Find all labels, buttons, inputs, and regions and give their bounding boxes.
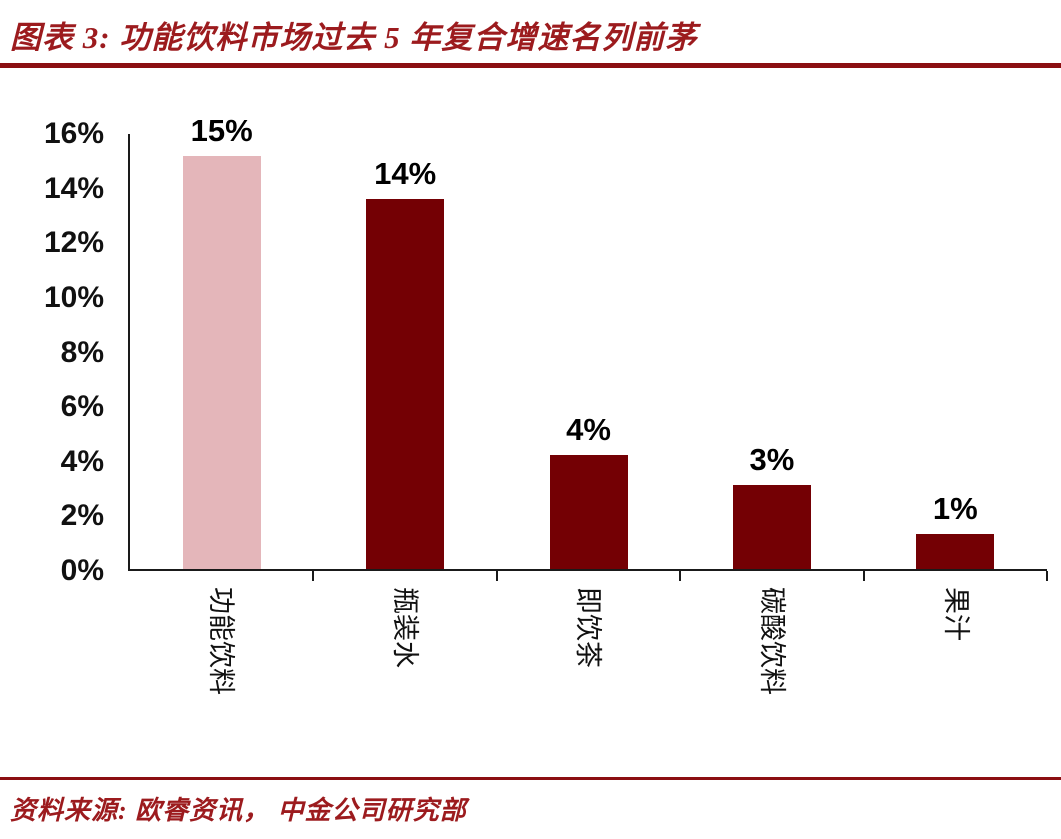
y-axis-label: 12%	[43, 226, 104, 260]
y-axis-label: 10%	[43, 280, 104, 314]
bars-row: 15% 14% 4% 3% 1%	[130, 113, 1047, 569]
category-slot: 功能饮料	[128, 571, 312, 743]
bar	[182, 155, 261, 569]
bar-slot: 3%	[680, 134, 863, 569]
bar-slot: 14%	[313, 134, 496, 569]
title-rule	[0, 63, 1061, 68]
x-axis-tick	[679, 571, 682, 581]
x-axis-tick	[495, 571, 498, 581]
y-axis-label: 14%	[43, 171, 104, 205]
figure-footer: 资料来源: 欧睿资讯， 中金公司研究部	[0, 777, 1061, 827]
plot-area: 15% 14% 4% 3% 1%	[128, 113, 1048, 581]
bar-value-label: 4%	[566, 411, 611, 447]
category-slot: 果汁	[863, 571, 1047, 743]
figure-header: 图表 3: 功能饮料市场过去 5 年复合增速名列前茅	[0, 0, 1061, 63]
category-slot: 碳酸饮料	[679, 571, 863, 743]
category-slot: 即饮茶	[496, 571, 680, 743]
category-label: 即饮茶	[573, 587, 604, 668]
bar-slot: 15%	[130, 113, 313, 569]
y-axis-label: 0%	[60, 554, 104, 587]
bar-value-label: 15%	[190, 112, 253, 148]
category-label: 碳酸饮料	[757, 587, 788, 695]
chart: 0% 2% 4% 6% 8% 10% 12% 14% 16% 15% 14% 4% 3% 1% 功能饮料…	[0, 113, 1048, 743]
x-axis-labels: 功能饮料 瓶装水 即饮茶 碳酸饮料 果汁	[128, 571, 1047, 743]
bar	[366, 199, 445, 569]
category-slot: 瓶装水	[312, 571, 496, 743]
figure-title: 图表 3: 功能饮料市场过去 5 年复合增速名列前茅	[10, 20, 698, 55]
footer-rule	[0, 777, 1061, 780]
category-label: 功能饮料	[205, 587, 236, 695]
y-axis-label: 6%	[60, 390, 104, 424]
y-axis-label: 8%	[60, 335, 104, 369]
category-label: 瓶装水	[389, 587, 420, 668]
source-text: 资料来源: 欧睿资讯， 中金公司研究部	[10, 796, 467, 825]
y-axis-label: 16%	[43, 117, 104, 150]
category-label: 果汁	[941, 587, 972, 641]
bar-value-label: 14%	[374, 156, 437, 192]
bar	[732, 484, 811, 569]
y-axis-label: 2%	[60, 499, 104, 533]
x-axis-tick	[312, 571, 315, 581]
bar-slot: 4%	[497, 134, 680, 569]
x-axis-tick	[1046, 571, 1048, 581]
bar	[916, 533, 995, 569]
bar-value-label: 1%	[932, 490, 978, 526]
bar-slot: 1%	[864, 134, 1047, 569]
y-axis-labels: 0% 2% 4% 6% 8% 10% 12% 14% 16%	[0, 117, 118, 587]
x-axis-tick	[862, 571, 865, 581]
y-axis-label: 4%	[60, 444, 104, 478]
bar	[549, 454, 628, 569]
bar-value-label: 3%	[749, 441, 795, 477]
